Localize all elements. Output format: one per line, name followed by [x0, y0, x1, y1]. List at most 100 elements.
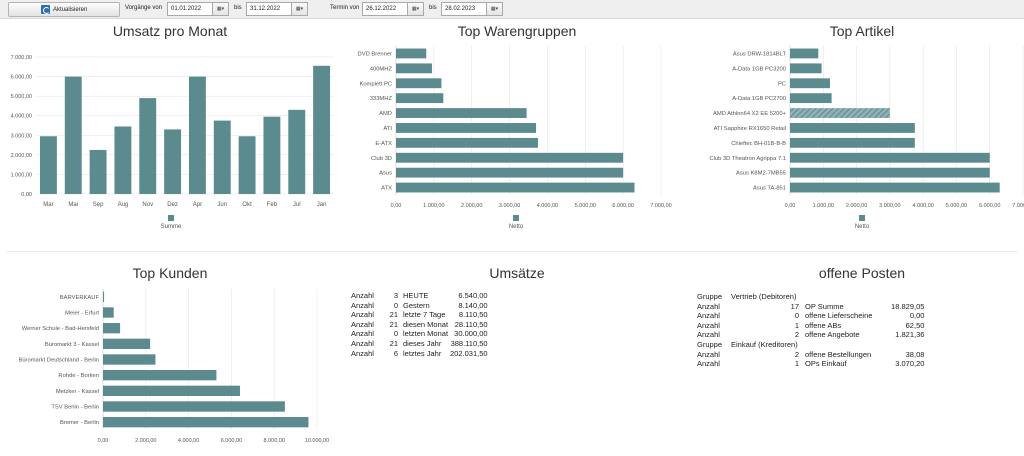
x-tick-label: 5.000,00: [946, 203, 967, 209]
termin-to-input[interactable]: 28.02.2023: [441, 2, 487, 16]
termin-from-dropdown[interactable]: ▦▾: [408, 2, 424, 16]
bar: [103, 354, 156, 365]
bar: [103, 401, 285, 412]
y-tick-label: AMD Athlon64 X2 EE 5200+: [713, 111, 787, 117]
info-row: Anzahl 2 offene Angebote 1.821,36: [697, 330, 924, 340]
info-row: Anzahl 0 offene Lieferscheine 0,00: [697, 311, 924, 321]
bar: [790, 63, 822, 74]
x-tick-label: Jan: [317, 202, 327, 208]
bar: [103, 322, 121, 334]
info-cell-label: Gruppe: [697, 339, 723, 349]
info-cell-label: Anzahl: [351, 300, 374, 310]
y-tick-label: Chieftec BH-01B-B-B: [731, 141, 786, 147]
y-tick-label: 2.000,00: [11, 153, 32, 159]
info-cell-value: 62,50: [905, 320, 925, 330]
refresh-button[interactable]: Aktualisieren: [8, 2, 120, 17]
info-cell-period: HEUTE: [403, 291, 429, 300]
y-tick-label: Asus K8M2-7MB55: [736, 171, 786, 177]
info-cell-value: 8.140,00: [458, 300, 488, 310]
info-cell-count: 0: [794, 311, 799, 321]
y-tick-label: E-ATX: [375, 141, 392, 147]
bis-label-1: bis: [234, 5, 242, 11]
vorgaenge-from-input[interactable]: 01.01.2022: [167, 2, 213, 16]
info-row: Anzahl 21 dieses Jahr 388.110,50: [351, 339, 488, 349]
info-cell-label: Anzahl: [351, 319, 374, 329]
termin-label: Termin von: [330, 5, 360, 11]
y-tick-label: Club 3D Theatron Agrippa 7.1: [709, 156, 786, 162]
termin-to-dropdown[interactable]: ▦▾: [487, 2, 503, 16]
bar: [103, 385, 240, 397]
y-tick-label: 3.000,00: [11, 133, 32, 139]
info-cell-text: offene Angebote: [805, 330, 860, 340]
info-row: Anzahl 0 Gestern 8.140,00: [351, 301, 488, 311]
info-cell-label: Anzahl: [351, 329, 374, 339]
bar: [396, 108, 527, 118]
y-tick-label: PC: [778, 81, 786, 87]
x-tick-label: 3.000,00: [499, 203, 520, 209]
info-cell-text: OP Summe: [805, 301, 844, 311]
info-row: Anzahl 0 letzten Monat 30.000,00: [351, 329, 488, 339]
bar: [396, 48, 427, 59]
y-tick-label: ATI: [383, 126, 392, 132]
bar: [213, 120, 231, 194]
bar: [790, 108, 890, 118]
x-tick-label: 7.000,00: [650, 203, 671, 209]
info-cell-period: letzte 7 Tage: [403, 310, 446, 320]
x-tick-label: Feb: [267, 202, 278, 208]
y-tick-label: Büromarkt Deutschland - Berlin: [18, 358, 99, 364]
bar: [139, 98, 157, 194]
x-tick-label: 5.000,00: [575, 203, 596, 209]
bar: [103, 369, 217, 381]
info-cell-text: Einkauf (Kreditoren): [731, 339, 798, 349]
info-cell-count: 21: [389, 310, 398, 320]
bar: [164, 129, 182, 194]
x-tick-label: 0,00: [785, 203, 796, 209]
info-cell-count: 21: [389, 319, 398, 329]
y-tick-label: 333MHZ: [370, 96, 393, 102]
vorgaenge-to-input[interactable]: 31.12.2022: [246, 2, 292, 16]
bar: [103, 291, 105, 303]
calendar-icon: ▦▾: [411, 6, 420, 12]
y-tick-label: 5.000,00: [11, 94, 32, 100]
y-tick-label: Asus DRW-1814BLT: [733, 51, 787, 57]
calendar-icon: ▦▾: [216, 6, 225, 12]
info-cell-count: 6: [393, 348, 398, 358]
legend-label-summe: Summe: [160, 224, 182, 230]
bar: [396, 137, 538, 148]
info-cell-count: 3: [393, 291, 398, 300]
calendar-icon: ▦▾: [490, 6, 499, 12]
y-tick-label: ATI Sapphire RX1650 Retail: [714, 126, 786, 132]
bar: [114, 126, 132, 194]
bar: [89, 149, 107, 194]
y-tick-label: AMD: [379, 111, 392, 117]
vorgaenge-from-dropdown[interactable]: ▦▾: [213, 2, 229, 16]
x-tick-label: 8.000,00: [263, 438, 284, 444]
info-cell-value: 3.070,20: [895, 359, 925, 369]
y-tick-label: ATX: [381, 186, 392, 192]
x-tick-label: Mar: [43, 202, 53, 208]
bar: [263, 116, 281, 194]
umsaetze-table: Anzahl 3 HEUTE 6.540,00 Anzahl 0 Gestern 8.140,…: [351, 291, 488, 358]
info-row: Gruppe Vertrieb (Debitoren): [697, 292, 924, 302]
y-tick-label: Metzker - Kassel: [56, 389, 99, 395]
y-tick-label: Bremer - Berlin: [60, 420, 99, 426]
y-tick-label: Asus: [379, 171, 392, 177]
info-cell-count: 0: [393, 329, 398, 339]
x-tick-label: Sep: [93, 202, 104, 208]
x-tick-label: 7.000,00: [1012, 203, 1024, 209]
info-cell-value: 202.031,50: [450, 348, 488, 358]
info-cell-label: Anzahl: [351, 348, 374, 358]
termin-from-input[interactable]: 26.12.2022: [362, 2, 408, 16]
offene-posten-table: Gruppe Vertrieb (Debitoren) Anzahl 17 OP Sum…: [697, 292, 924, 369]
x-tick-label: Apr: [193, 202, 202, 208]
x-tick-label: 1.000,00: [813, 203, 834, 209]
y-tick-label: 4.000,00: [11, 114, 32, 120]
bar: [39, 136, 57, 194]
info-cell-value: 30.000,00: [454, 329, 488, 339]
bar: [103, 416, 309, 428]
bar: [790, 48, 819, 59]
info-row: Anzahl 21 diesen Monat 28.110,50: [351, 320, 488, 330]
vorgaenge-to-dropdown[interactable]: ▦▾: [292, 2, 308, 16]
x-tick-label: 10.000,00: [305, 438, 329, 444]
y-tick-label: Büromarkt 3 - Kassel: [45, 342, 99, 348]
